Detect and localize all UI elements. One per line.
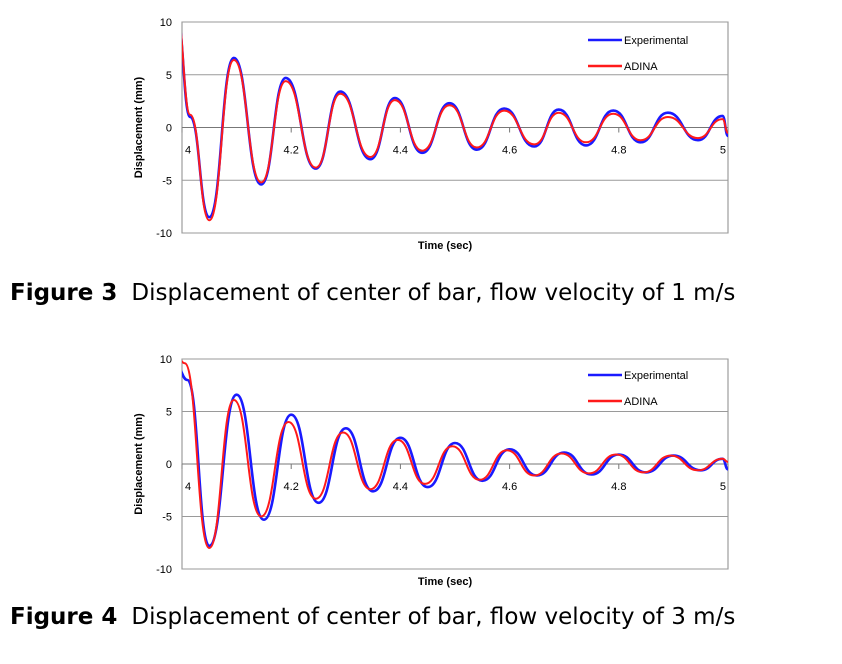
y-tick-label: -5	[162, 175, 172, 187]
legend: Experimental ADINA	[588, 370, 688, 408]
y-tick-label: 5	[166, 407, 172, 419]
y-tick-label: 0	[166, 459, 172, 471]
x-tick-label: 4.2	[284, 481, 299, 493]
x-axis-label: Time (sec)	[418, 576, 473, 588]
x-tick-label: 4.6	[502, 145, 517, 157]
x-tick-label: 4.8	[611, 145, 626, 157]
y-tick-label: -5	[162, 512, 172, 524]
series-line-adina	[182, 32, 728, 222]
legend-label: Experimental	[624, 35, 688, 47]
figure-4-text: Displacement of center of bar, flow velo…	[131, 604, 736, 630]
figure-4-caption: Figure 4 Displacement of center of bar, f…	[10, 602, 810, 632]
legend-label: ADINA	[624, 61, 658, 73]
chart-figure-4: 10 5 0 -5 -10 4 4.2 4.4 4.6 4.8 5 Time (sec) Displac…	[0, 340, 842, 600]
legend-label: Experimental	[624, 370, 688, 382]
x-tick-label: 4.8	[611, 481, 626, 493]
y-tick-label: -10	[156, 564, 172, 576]
x-tick-label: 4	[185, 481, 191, 493]
figure-4-plot: 10 5 0 -5 -10 4 4.2 4.4 4.6 4.8 5 Time (sec) Displac…	[133, 354, 729, 588]
figure-3-caption: Figure 3 Displacement of center of bar, f…	[10, 278, 735, 308]
y-tick-label: 5	[166, 70, 172, 82]
x-tick-label: 4.4	[393, 145, 408, 157]
x-tick-label: 4	[185, 145, 191, 157]
series-line-adina	[182, 359, 728, 550]
y-tick-label: 0	[166, 123, 172, 135]
x-tick-label: 4.6	[502, 481, 517, 493]
x-tick-label: 4.4	[393, 481, 408, 493]
y-tick-label: 10	[160, 17, 172, 29]
legend: Experimental ADINA	[588, 35, 688, 73]
y-tick-label: 10	[160, 354, 172, 366]
y-axis-label: Displacement (mm)	[133, 413, 145, 515]
x-tick-label: 5	[720, 481, 726, 493]
figure-3-plot: 10 5 0 -5 -10 4 4.2 4.4 4.6 4.8 5 Time (sec) Displac…	[133, 17, 729, 252]
figure-3-text: Displacement of center of bar, flow velo…	[131, 280, 736, 306]
x-axis-label: Time (sec)	[418, 240, 473, 252]
legend-label: ADINA	[624, 396, 658, 408]
figure-3-label: Figure 3	[10, 280, 118, 306]
x-tick-label: 5	[720, 145, 726, 157]
x-tick-label: 4.2	[284, 145, 299, 157]
y-axis-label: Displacement (mm)	[133, 76, 145, 178]
y-tick-label: -10	[156, 228, 172, 240]
figure-4-label: Figure 4	[10, 604, 118, 630]
chart-figure-3: 10 5 0 -5 -10 4 4.2 4.4 4.6 4.8 5 Time (sec) Displac…	[0, 0, 842, 270]
